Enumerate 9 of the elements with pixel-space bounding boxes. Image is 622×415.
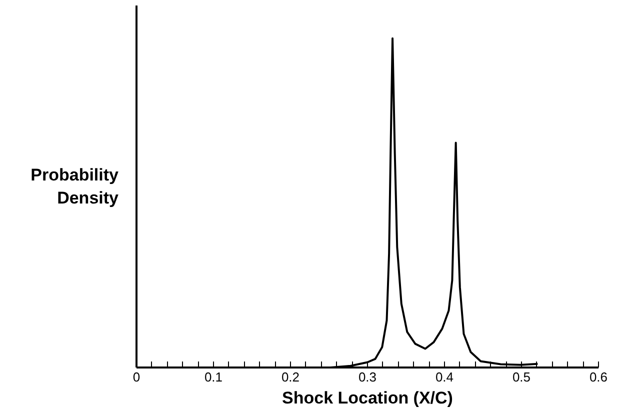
x-tick-label: 0.6 — [589, 370, 608, 384]
x-tick-label: 0.3 — [358, 370, 377, 384]
x-tick-label: 0.2 — [281, 370, 300, 384]
x-tick-label: 0.5 — [512, 370, 531, 384]
x-tick-label: 0.1 — [204, 370, 223, 384]
x-tick-label: 0 — [132, 370, 140, 384]
x-axis-title: Shock Location (X/C) — [282, 388, 453, 408]
y-axis-title: Probability Density — [30, 166, 120, 208]
x-tick-label: 0.4 — [435, 370, 454, 384]
